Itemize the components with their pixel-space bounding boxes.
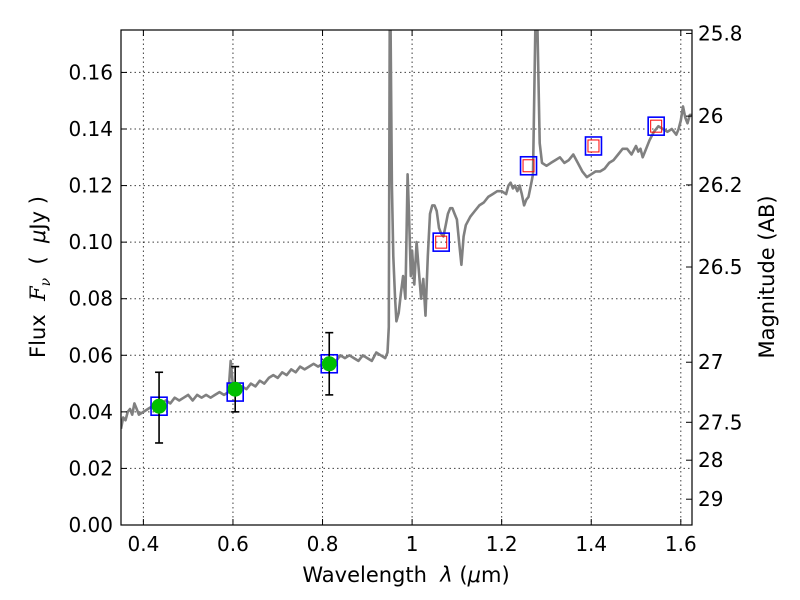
tick-labels: 0.4 0.6 0.8 1 1.2 1.4 1.6 0.00 0.02 0.04 0.06 0.08 0… [68, 21, 742, 556]
blue-square-marker [432, 232, 451, 252]
y-tick-label: 0.04 [68, 400, 113, 424]
spectrum-layer [121, 30, 692, 430]
magnitude-tick-label: 26.5 [698, 255, 743, 279]
blue-square-marker [647, 116, 665, 136]
green-data-point [151, 398, 167, 414]
y-tick-label: 0.08 [68, 287, 113, 311]
red-square-marker [435, 235, 448, 249]
magnitude-tick-label: 27.5 [698, 410, 743, 434]
grid [121, 30, 692, 526]
red-square-marker [650, 119, 663, 133]
green-data-point [227, 381, 243, 397]
y2-axis-label: Magnitude (AB) [755, 195, 779, 358]
x-tick-label: 0.6 [217, 532, 249, 556]
red-square-marker [522, 159, 535, 173]
y-tick-label: 0.12 [68, 174, 113, 198]
y-tick-label: 0.10 [68, 230, 113, 254]
x-tick-label: 1 [406, 532, 419, 556]
green-data-point [321, 356, 337, 372]
marker-layer [150, 116, 665, 444]
y-tick-label: 0.00 [68, 513, 113, 537]
spectrum-line [121, 30, 692, 430]
red-square-marker [587, 139, 600, 153]
y-tick-label: 0.02 [68, 456, 113, 480]
x-tick-label: 0.4 [127, 532, 159, 556]
magnitude-tick-label: 26 [698, 104, 723, 128]
y-tick-label: 0.14 [68, 117, 113, 141]
x-tick-label: 1.2 [486, 532, 518, 556]
blue-square-marker [519, 155, 538, 176]
magnitude-tick-label: 28 [698, 448, 723, 472]
tick-layer [121, 30, 692, 526]
magnitude-tick-label: 25.8 [698, 21, 743, 45]
magnitude-tick-label: 29 [698, 487, 723, 511]
blue-square-marker [584, 136, 603, 156]
plot-frame [120, 29, 693, 526]
y-tick-label: 0.16 [68, 60, 113, 84]
magnitude-tick-label: 27 [698, 350, 723, 374]
y-axis-label: Flux Fν ( μJy ) [26, 196, 54, 358]
x-tick-label: 1.4 [575, 532, 607, 556]
magnitude-tick-label: 26.2 [698, 173, 743, 197]
y-tick-label: 0.06 [68, 343, 113, 367]
x-axis-label: Wavelength λ (μm) [302, 563, 509, 587]
x-tick-label: 1.6 [665, 532, 697, 556]
x-tick-label: 0.8 [307, 532, 339, 556]
